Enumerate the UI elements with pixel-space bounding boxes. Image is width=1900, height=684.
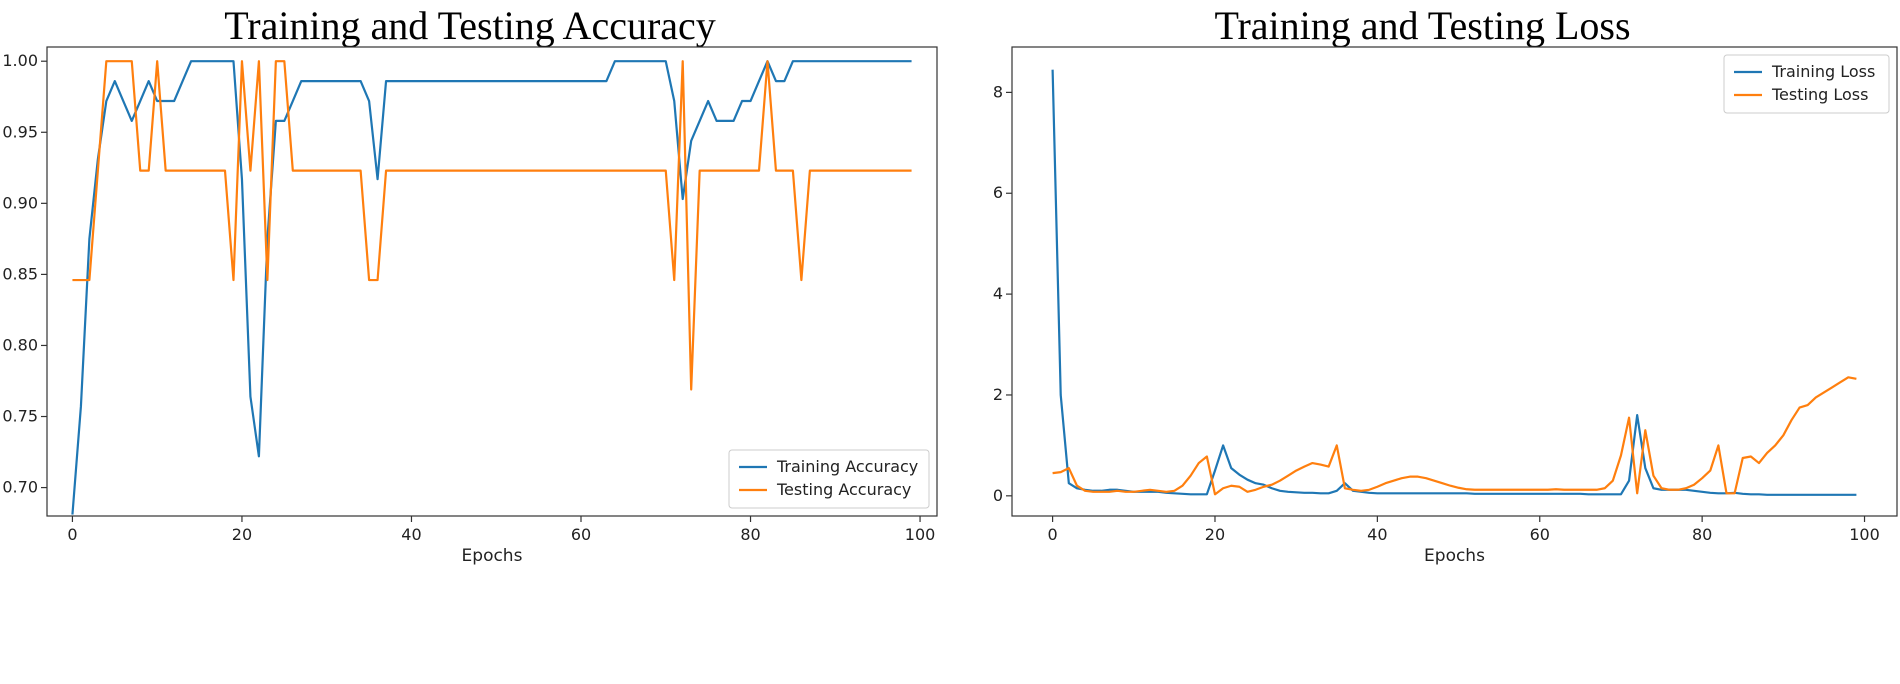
loss-legend-box bbox=[1723, 54, 1890, 114]
loss-x-tick-label: 80 bbox=[1692, 525, 1712, 544]
accuracy-chart-panel: Training and Testing Accuracy 0 20 40 60 80 1… bbox=[0, 0, 940, 684]
accuracy-y-tick-label: 0.75 bbox=[2, 407, 38, 426]
accuracy-x-tick-label: 0 bbox=[67, 525, 77, 544]
loss-y-tick-label: 4 bbox=[993, 284, 1003, 303]
loss-chart: 0 20 40 60 80 100 0 2 4 6 8 Epochs Training Loss Test… bbox=[993, 46, 1898, 566]
accuracy-y-tick-label: 0.90 bbox=[2, 193, 38, 212]
accuracy-legend-box bbox=[728, 449, 930, 509]
accuracy-chart-title: Training and Testing Accuracy bbox=[224, 3, 716, 48]
accuracy-y-tick-label: 0.95 bbox=[2, 122, 38, 141]
loss-x-tick-label: 40 bbox=[1367, 525, 1387, 544]
loss-y-tick-label: 6 bbox=[993, 183, 1003, 202]
loss-y-tick-label: 8 bbox=[993, 82, 1003, 101]
loss-plot-frame bbox=[1011, 46, 1898, 517]
accuracy-legend-label: Testing Accuracy bbox=[776, 480, 911, 499]
accuracy-x-axis-label: Epochs bbox=[462, 546, 523, 566]
accuracy-x-tick-label: 60 bbox=[571, 525, 591, 544]
accuracy-chart: 0 20 40 60 80 100 0.70 0.75 0.80 0.85 0.90 0.95 1.00… bbox=[2, 46, 938, 566]
accuracy-plot-frame bbox=[46, 46, 938, 517]
accuracy-x-tick-label: 80 bbox=[740, 525, 760, 544]
loss-x-tick-label: 60 bbox=[1530, 525, 1550, 544]
loss-x-tick-label: 20 bbox=[1205, 525, 1225, 544]
loss-chart-panel: Training and Testing Loss 0 20 40 60 80 100 0 2… bbox=[945, 0, 1900, 684]
loss-y-tick-label: 2 bbox=[993, 385, 1003, 404]
accuracy-y-tick-label: 1.00 bbox=[2, 51, 38, 70]
accuracy-y-tick-label: 0.70 bbox=[2, 478, 38, 497]
loss-chart-title: Training and Testing Loss bbox=[1214, 3, 1631, 48]
accuracy-x-tick-label: 40 bbox=[401, 525, 421, 544]
loss-x-tick-label: 0 bbox=[1048, 525, 1058, 544]
accuracy-x-tick-label: 20 bbox=[232, 525, 252, 544]
accuracy-y-tick-label: 0.80 bbox=[2, 335, 38, 354]
loss-series-training-line bbox=[1051, 69, 1857, 496]
loss-series-testing-line bbox=[1052, 376, 1857, 496]
accuracy-y-tick-label: 0.85 bbox=[2, 264, 38, 283]
loss-x-tick-label: 100 bbox=[1849, 525, 1880, 544]
loss-y-tick-label: 0 bbox=[993, 486, 1003, 505]
accuracy-series-training-line bbox=[71, 60, 912, 515]
loss-legend-label: Testing Loss bbox=[1771, 85, 1868, 104]
accuracy-legend-label: Training Accuracy bbox=[776, 457, 918, 476]
loss-x-axis-label: Epochs bbox=[1424, 546, 1485, 566]
accuracy-x-tick-label: 100 bbox=[905, 525, 936, 544]
accuracy-series-testing-line bbox=[72, 60, 912, 391]
loss-legend-label: Training Loss bbox=[1771, 62, 1875, 81]
